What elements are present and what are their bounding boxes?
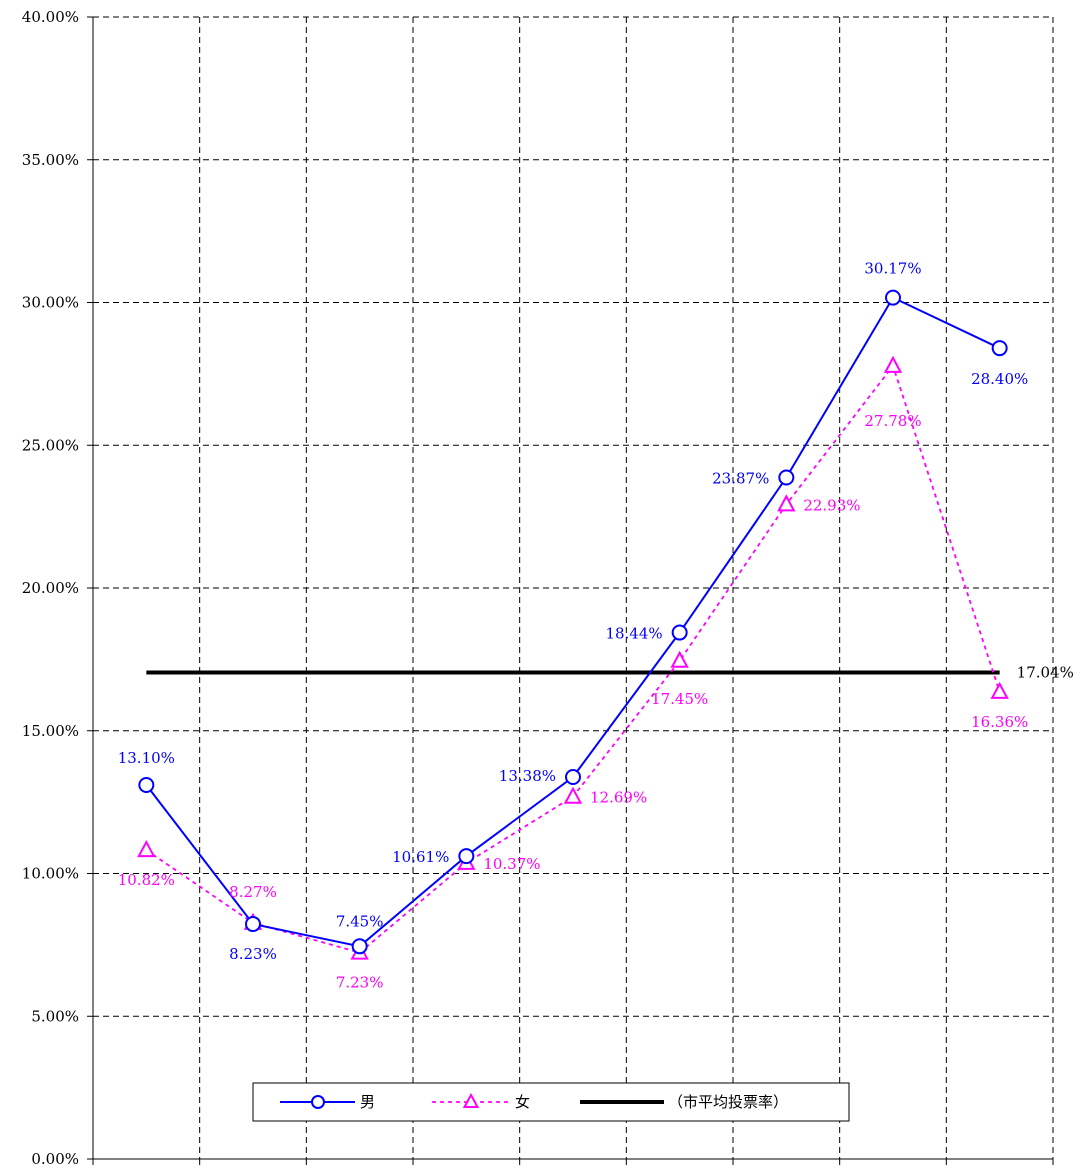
data-label-male: 18.44% <box>605 625 662 643</box>
series-marker-circle <box>991 340 1008 357</box>
y-tick-label: 35.00% <box>22 151 79 169</box>
data-label-female: 7.23% <box>336 974 384 992</box>
legend-label-male: 男 <box>360 1093 375 1111</box>
series-marker-triangle <box>670 650 689 668</box>
reference-line-label: 17.04% <box>1017 664 1074 682</box>
legend-label-female: 女 <box>515 1093 530 1111</box>
y-tick-label: 5.00% <box>31 1007 79 1025</box>
series-marker-circle <box>671 624 688 641</box>
data-label-female: 27.78% <box>864 412 921 430</box>
data-label-male: 28.40% <box>971 370 1028 388</box>
series-marker-circle <box>245 916 261 933</box>
data-label-male: 13.38% <box>499 767 556 785</box>
series-marker-circle <box>351 938 368 955</box>
axes <box>92 17 1054 1165</box>
y-tick-label: 10.00% <box>22 865 79 883</box>
data-label-male: 8.23% <box>229 945 277 963</box>
data-label-female: 8.27% <box>229 883 277 901</box>
y-tick-label: 25.00% <box>22 436 79 454</box>
y-tick-label: 15.00% <box>22 722 79 740</box>
data-labels: 13.10% 8.23% 7.45% 10.61% 13.38% 18.44% 23.87%… <box>118 260 1029 992</box>
series-marker-triangle <box>990 681 1009 699</box>
series-line-female <box>145 363 1001 954</box>
grid-lines <box>93 16 1054 1159</box>
y-tick-label: 20.00% <box>22 579 79 597</box>
y-tick-label: 0.00% <box>31 1150 79 1168</box>
series-group <box>137 289 1009 960</box>
data-label-female: 16.36% <box>971 713 1028 731</box>
data-label-male: 10.61% <box>392 848 449 866</box>
reference-line-group: 17.04% <box>146 664 1074 682</box>
data-label-female: 10.82% <box>118 871 175 889</box>
series-marker-circle <box>565 769 581 786</box>
data-label-female: 17.45% <box>651 690 708 708</box>
data-label-female: 22.93% <box>803 496 860 514</box>
data-label-male: 30.17% <box>864 260 921 278</box>
y-tick-label: 40.00% <box>22 8 79 26</box>
series-marker-triangle <box>777 494 796 512</box>
legend-marker-circle <box>311 1095 325 1109</box>
legend: 男 女 （市平均投票率） <box>252 1082 850 1122</box>
data-label-male: 13.10% <box>118 749 175 767</box>
series-marker-circle <box>885 289 901 306</box>
legend-label-reference: （市平均投票率） <box>668 1093 788 1111</box>
series-marker-triangle <box>883 355 903 373</box>
data-label-male: 23.87% <box>712 470 769 488</box>
series-marker-circle <box>458 848 475 865</box>
data-label-female: 10.37% <box>483 855 540 873</box>
y-tick-label: 30.00% <box>22 294 79 312</box>
data-label-male: 7.45% <box>336 912 384 930</box>
series-marker-circle <box>778 469 795 486</box>
legend-marker-triangle <box>462 1092 480 1108</box>
series-marker-triangle <box>137 839 156 858</box>
data-label-female: 12.69% <box>590 789 647 807</box>
series-marker-triangle <box>563 786 583 804</box>
y-axis-ticks: 0.00% 5.00% 10.00% 15.00% 20.00% 25.00% 30.00%… <box>22 8 93 1168</box>
series-line-male <box>145 296 1001 948</box>
series-marker-circle <box>138 776 155 793</box>
